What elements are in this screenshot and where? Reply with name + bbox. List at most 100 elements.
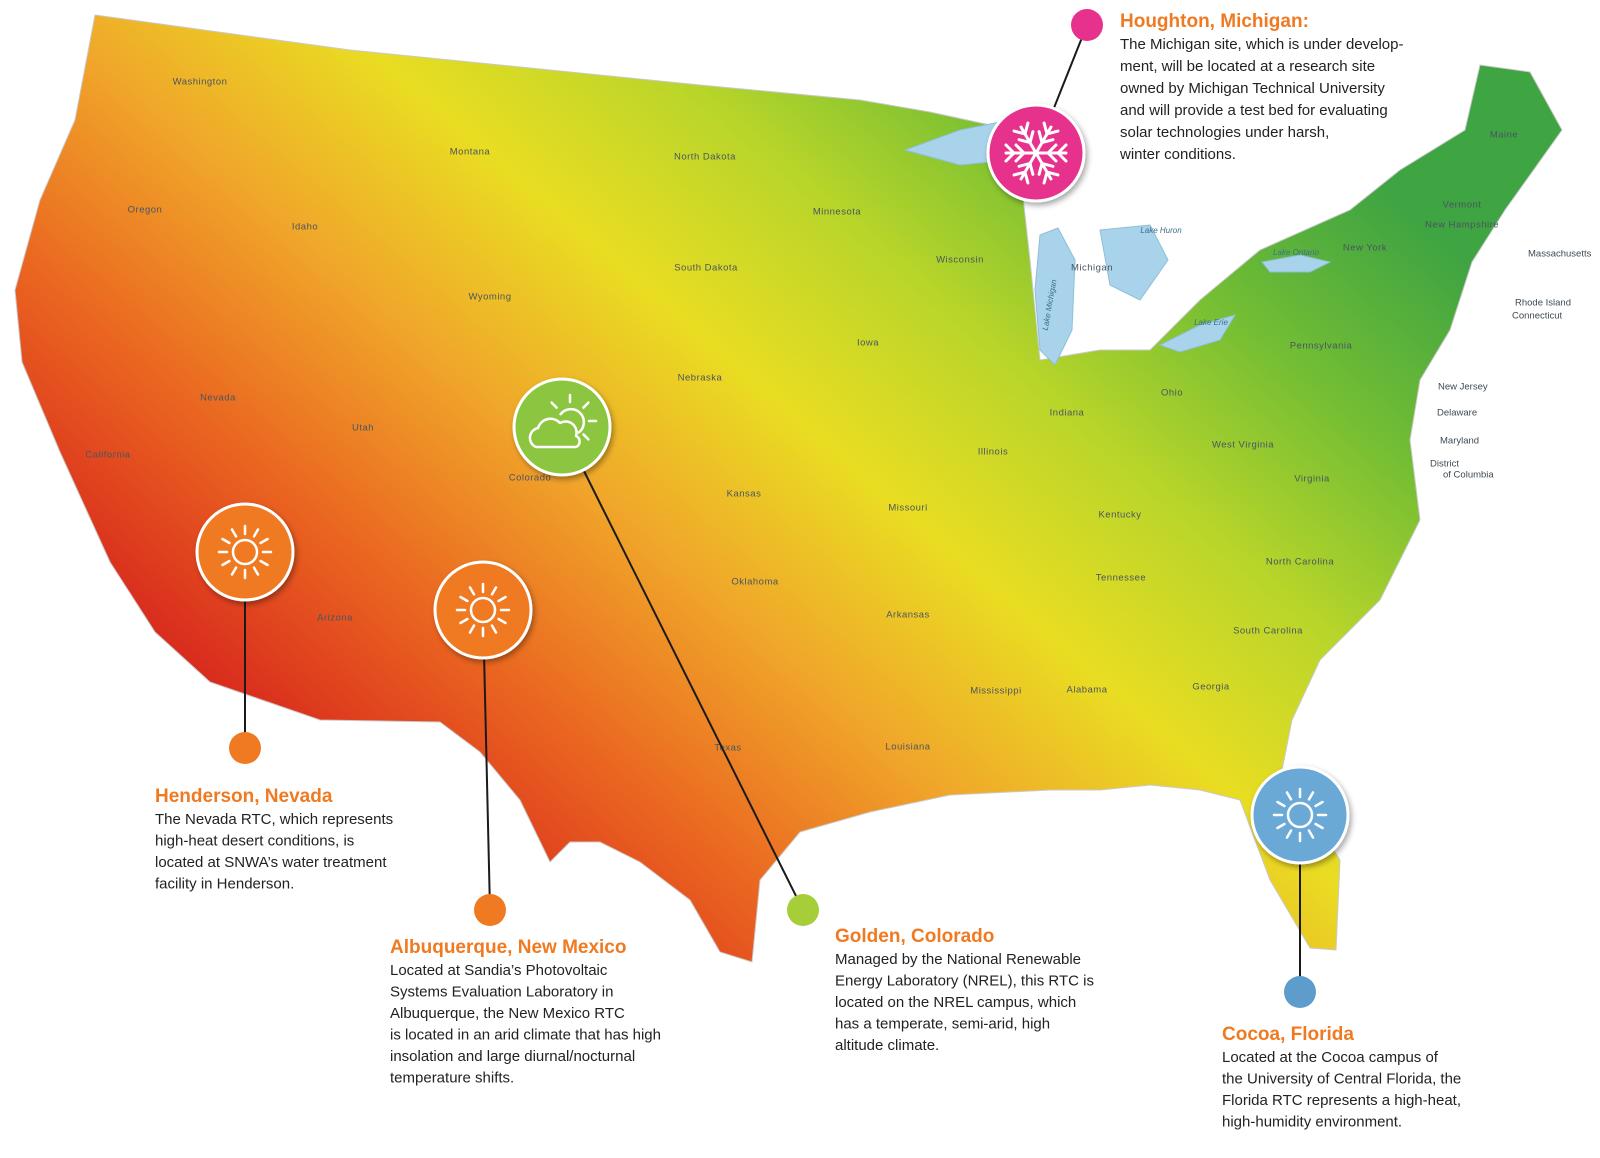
state-label: Utah bbox=[352, 423, 374, 434]
state-label: South Carolina bbox=[1233, 626, 1303, 637]
site-callout: Houghton, Michigan: The Michigan site, wh… bbox=[986, 9, 1403, 203]
site-callout: Cocoa, Florida Located at the Cocoa campu… bbox=[1222, 765, 1461, 1130]
state-label: Michigan bbox=[1071, 263, 1113, 274]
lake-label: Lake Huron bbox=[1140, 226, 1182, 235]
state-label: West Virginia bbox=[1212, 440, 1274, 451]
site-callout: Henderson, Nevada The Nevada RTC, which r… bbox=[155, 502, 393, 892]
sun-ray bbox=[1314, 822, 1324, 830]
state-label: Washington bbox=[173, 77, 228, 88]
state-label: Montana bbox=[450, 147, 491, 158]
site-title: Albuquerque, New Mexico bbox=[390, 937, 626, 958]
state-label: Arizona bbox=[317, 613, 353, 624]
state-label: Connecticut bbox=[1512, 311, 1563, 322]
site-description: has a temperate, semi-arid, high bbox=[835, 1015, 1050, 1032]
site-title: Cocoa, Florida bbox=[1222, 1024, 1354, 1045]
snow-branch bbox=[1004, 143, 1016, 163]
sun-ray bbox=[582, 433, 590, 441]
state-label: Delaware bbox=[1437, 408, 1477, 419]
state-label: Indiana bbox=[1050, 408, 1085, 419]
snow-branch bbox=[1042, 121, 1060, 136]
state-label: North Carolina bbox=[1266, 557, 1334, 568]
sun-ray bbox=[1307, 829, 1315, 839]
sun-ray bbox=[259, 537, 269, 545]
sun-ray bbox=[490, 586, 498, 596]
sun-ray bbox=[468, 624, 476, 634]
site-description: Located at Sandia’s Photovoltaic bbox=[390, 962, 608, 979]
lake-label: Lake Ontario bbox=[1273, 248, 1319, 257]
sun-ray bbox=[468, 586, 476, 596]
snow-arm bbox=[1019, 125, 1038, 155]
state-label: Kansas bbox=[727, 489, 762, 500]
sun-ray bbox=[490, 624, 498, 634]
site-description: insolation and large diurnal/nocturnal bbox=[390, 1048, 635, 1065]
site-description: The Michigan site, which is under develo… bbox=[1120, 36, 1403, 53]
sun-core bbox=[469, 596, 497, 624]
state-label: Virginia bbox=[1294, 474, 1330, 485]
site-description: Systems Evaluation Laboratory in bbox=[390, 983, 613, 1000]
state-label: Minnesota bbox=[813, 207, 862, 218]
sun-ray bbox=[252, 528, 260, 538]
map-labels: Washington Oregon Idaho Montana Wyoming Nevad… bbox=[85, 77, 1591, 754]
state-label: South Dakota bbox=[674, 263, 738, 274]
site-description: ment, will be located at a research site bbox=[1120, 58, 1375, 75]
state-label: District bbox=[1430, 459, 1459, 470]
state-label: North Dakota bbox=[674, 152, 736, 163]
snow-branch bbox=[1012, 170, 1030, 185]
sun-ray bbox=[1285, 829, 1293, 839]
snow-branch bbox=[1017, 130, 1035, 145]
state-label: Nebraska bbox=[678, 373, 723, 384]
site-pin bbox=[1071, 9, 1103, 41]
state-label: Alabama bbox=[1067, 685, 1108, 696]
state-label: Missouri bbox=[888, 503, 927, 514]
site-title: Houghton, Michigan: bbox=[1120, 11, 1309, 32]
sun-ray bbox=[1276, 822, 1286, 830]
state-label: New Hampshire bbox=[1425, 220, 1499, 231]
site-description: located on the NREL campus, which bbox=[835, 994, 1076, 1011]
state-label: Pennsylvania bbox=[1290, 341, 1353, 352]
state-label: Louisiana bbox=[885, 742, 930, 753]
sun-ray bbox=[221, 537, 231, 545]
site-pin bbox=[474, 894, 506, 926]
site-description: Managed by the National Renewable bbox=[835, 951, 1081, 968]
cloud bbox=[528, 417, 581, 449]
state-label: Kentucky bbox=[1098, 510, 1141, 521]
lake-label: Lake Erie bbox=[1194, 318, 1228, 327]
state-label: Arkansas bbox=[886, 610, 930, 621]
sun-ray bbox=[1276, 800, 1286, 808]
snow-branch bbox=[1017, 161, 1035, 176]
state-label: Oklahoma bbox=[731, 577, 779, 588]
site-description: temperature shifts. bbox=[390, 1069, 514, 1086]
sun-ray bbox=[221, 559, 231, 567]
sun-ray bbox=[1285, 791, 1293, 801]
site-description: the University of Central Florida, the bbox=[1222, 1070, 1461, 1087]
site-description: solar technologies under harsh, bbox=[1120, 124, 1329, 141]
sun-ray bbox=[497, 595, 507, 603]
snow-branch bbox=[1056, 143, 1068, 163]
state-label: Nevada bbox=[200, 393, 236, 404]
site-description: Energy Laboratory (NREL), this RTC is bbox=[835, 972, 1094, 989]
state-label: New Jersey bbox=[1438, 382, 1488, 393]
snow-arm bbox=[1019, 151, 1038, 181]
site-description: owned by Michigan Technical University bbox=[1120, 80, 1385, 97]
site-title: Henderson, Nevada bbox=[155, 786, 333, 807]
state-label: California bbox=[85, 450, 130, 461]
site-description: high-heat desert conditions, is bbox=[155, 832, 354, 849]
site-icon-badge bbox=[195, 502, 295, 602]
site-description: high-humidity environment. bbox=[1222, 1113, 1402, 1130]
state-label: Tennessee bbox=[1096, 573, 1146, 584]
state-label: Idaho bbox=[292, 222, 318, 233]
state-label: Colorado bbox=[509, 473, 552, 484]
snow-branch bbox=[1037, 161, 1055, 176]
state-label: Rhode Island bbox=[1515, 298, 1571, 309]
snow-branch bbox=[1046, 143, 1058, 163]
site-description: winter conditions. bbox=[1119, 146, 1236, 163]
site-description: Albuquerque, the New Mexico RTC bbox=[390, 1005, 625, 1022]
state-label: Mississippi bbox=[970, 686, 1021, 697]
snow-branch bbox=[1012, 121, 1030, 136]
state-label: Maryland bbox=[1440, 436, 1479, 447]
site-icon-badge bbox=[433, 560, 533, 660]
state-label: Maine bbox=[1490, 130, 1518, 141]
site-title: Golden, Colorado bbox=[835, 926, 994, 947]
site-description: facility in Henderson. bbox=[155, 875, 294, 892]
